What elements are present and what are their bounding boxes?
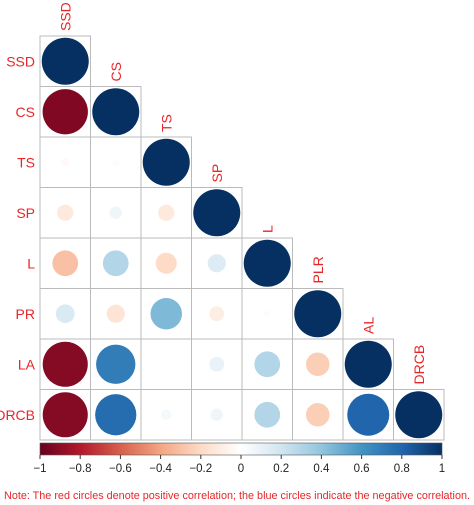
corr-circle-la-cs <box>96 344 136 384</box>
colorbar-tick-label: −1 <box>33 463 46 475</box>
column-label-cs: CS <box>108 62 124 81</box>
row-label-ts: TS <box>17 154 35 170</box>
corr-circle-l-ts <box>155 252 177 274</box>
corr-circle-ts-cs <box>112 158 120 166</box>
corr-circle-sp-sp <box>193 189 241 237</box>
grid-cell <box>393 389 445 441</box>
corr-circle-la-la <box>344 340 392 388</box>
colorbar-tick-label: −0.2 <box>189 463 212 475</box>
cell-grid <box>39 35 445 441</box>
colorbar-tick-label: 0.6 <box>354 463 370 475</box>
colorbar-tick-label: 0 <box>238 463 244 475</box>
corr-circle-pr-l <box>263 310 271 318</box>
corr-circle-pr-cs <box>106 304 125 323</box>
column-label-drcb: DRCB <box>411 345 427 385</box>
column-label-plr: PLR <box>310 256 326 283</box>
row-label-l: L <box>27 255 35 271</box>
corr-circle-ts-ssd <box>61 158 70 167</box>
corr-circle-sp-ssd <box>57 204 74 221</box>
colorbar-tick-label: 0.8 <box>394 463 410 475</box>
row-label-la: LA <box>18 356 36 372</box>
corr-circle-l-l <box>243 239 291 287</box>
corr-circle-l-sp <box>207 254 226 273</box>
colorbar-tick-label: −0.4 <box>149 463 172 475</box>
corr-circle-pr-ssd <box>55 304 75 324</box>
corr-circle-drcb-pr <box>306 403 330 427</box>
column-label-sp: SP <box>209 164 225 183</box>
colorbar-tick-label: 0.2 <box>273 463 289 475</box>
corr-circle-ts-ts <box>142 138 190 186</box>
corr-circle-pr-sp <box>209 306 225 322</box>
corr-circle-la-sp <box>209 356 225 372</box>
corr-circle-l-cs <box>102 250 129 277</box>
axis-labels: SSD CS TS SP L PR LA DRCB SSD CS TS SP L PLR AL DRCB <box>0 2 427 423</box>
corr-circle-drcb-ssd <box>42 392 88 438</box>
column-label-al: AL <box>360 317 376 334</box>
column-label-l: L <box>259 225 275 233</box>
row-label-ssd: SSD <box>6 53 35 69</box>
colorbar-tick-label: −0.6 <box>109 463 132 475</box>
corr-circle-sp-cs <box>109 206 122 219</box>
row-label-sp: SP <box>16 205 35 221</box>
column-label-ts: TS <box>158 114 174 132</box>
corr-circle-drcb-ts <box>161 409 172 420</box>
corr-circle-drcb-sp <box>210 408 223 421</box>
colorbar-gradient <box>39 442 443 456</box>
column-label-ssd: SSD <box>57 2 73 31</box>
corr-circle-drcb-drcb <box>395 391 443 439</box>
row-label-drcb: DRCB <box>0 407 35 423</box>
corr-circle-pr-ts <box>150 297 183 330</box>
colorbar-tick-label: 1 <box>439 463 445 475</box>
corr-circle-drcb-cs <box>95 394 137 436</box>
colorbar: −1 −0.8 −0.6 −0.4 −0.2 0 0.2 0.4 0.6 0.8 1 <box>33 442 445 475</box>
grid-cell <box>140 338 192 390</box>
row-label-pr: PR <box>16 306 35 322</box>
corr-circle-cs-cs <box>92 88 140 136</box>
corr-circle-ssd-ssd <box>41 37 89 85</box>
corr-circle-drcb-la <box>347 393 390 436</box>
corr-circle-cs-ssd <box>42 89 88 135</box>
corr-circle-l-ssd <box>52 250 79 277</box>
footnote: Note: The red circles denote positive co… <box>4 490 470 502</box>
colorbar-tick-label: 0.4 <box>313 463 330 475</box>
colorbar-tick-label: −0.8 <box>69 463 92 475</box>
corr-circle-sp-ts <box>158 204 175 221</box>
corr-circle-la-l <box>254 351 281 378</box>
corr-circle-pr-pr <box>294 290 342 338</box>
corr-circle-la-pr <box>306 352 330 376</box>
corr-circle-la-ssd <box>42 341 88 387</box>
corr-circle-drcb-l <box>254 401 281 428</box>
row-label-cs: CS <box>16 104 35 120</box>
correlation-circles <box>41 37 443 439</box>
